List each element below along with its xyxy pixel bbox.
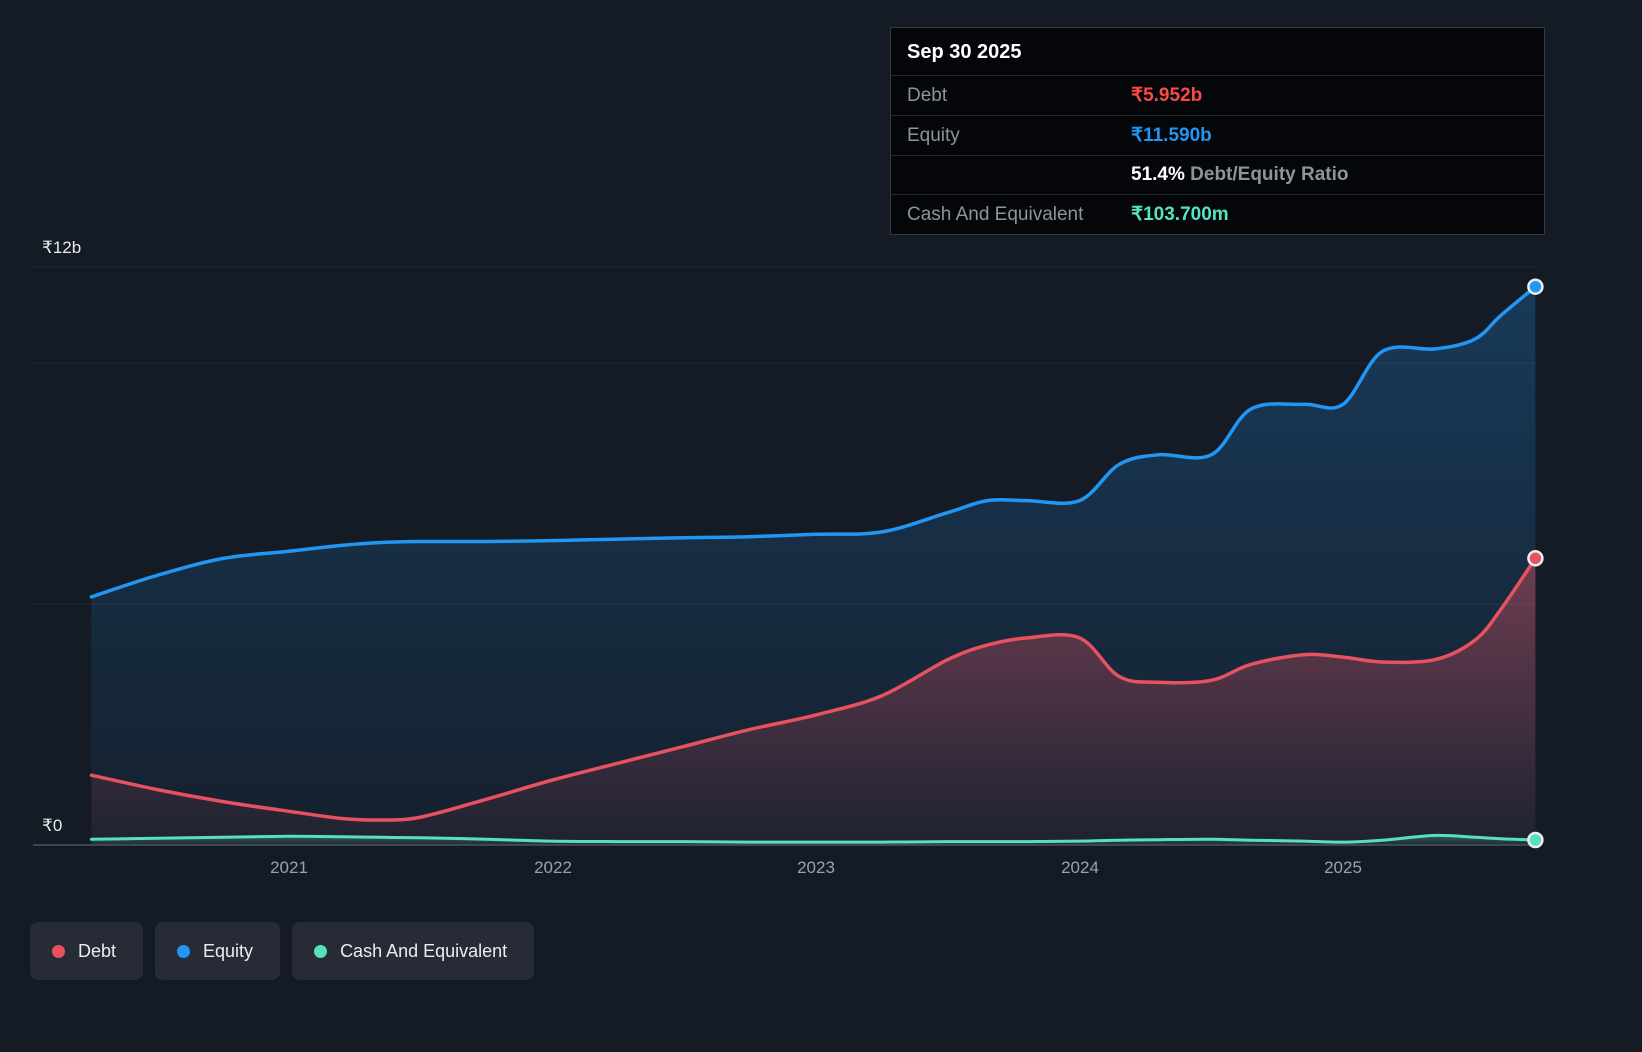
tooltip-row-debt: Debt ₹5.952b <box>891 76 1544 116</box>
cash-legend-dot-icon <box>314 944 328 958</box>
legend-cash-label: Cash And Equivalent <box>340 940 508 961</box>
tooltip-ratio-value: 51.4% Debt/Equity Ratio <box>1131 164 1528 186</box>
x-axis-label-2023: 2023 <box>797 858 835 877</box>
tooltip: Sep 30 2025 Debt ₹5.952b Equity ₹11.590b… <box>890 27 1545 235</box>
x-axis-label-2024: 2024 <box>1061 858 1099 877</box>
legend-cash-button[interactable]: Cash And Equivalent <box>292 922 535 980</box>
tooltip-debt-value: ₹5.952b <box>1131 85 1203 106</box>
tooltip-date: Sep 30 2025 <box>891 28 1544 76</box>
tooltip-row-ratio: 51.4% Debt/Equity Ratio <box>891 156 1544 195</box>
legend-equity-button[interactable]: Equity <box>155 922 281 980</box>
x-axis-label-2021: 2021 <box>270 858 308 877</box>
tooltip-row-equity: Equity ₹11.590b <box>891 116 1544 156</box>
debt-legend-dot-icon <box>52 944 65 958</box>
legend-equity-label: Equity <box>203 940 254 961</box>
equity-legend-dot-icon <box>177 944 191 958</box>
tooltip-equity-value: ₹11.590b <box>1131 125 1212 146</box>
legend: Debt Equity Cash And Equivalent <box>30 922 535 980</box>
tooltip-cash-label: Cash And Equivalent <box>907 203 1084 225</box>
ratio-percent: 51.4% <box>1131 164 1185 185</box>
tooltip-debt-label: Debt <box>907 84 948 106</box>
y-axis-label-0: ₹0 <box>42 816 63 835</box>
tooltip-cash-value: ₹103.700m <box>1131 204 1229 225</box>
x-axis-label-2022: 2022 <box>534 858 572 877</box>
x-axis-label-2025: 2025 <box>1324 858 1362 877</box>
legend-debt-button[interactable]: Debt <box>30 922 144 980</box>
ratio-label: Debt/Equity Ratio <box>1190 164 1349 185</box>
tooltip-row-cash: Cash And Equivalent ₹103.700m <box>891 195 1544 234</box>
tooltip-equity-label: Equity <box>907 124 960 146</box>
y-axis-label-12b: ₹12b <box>42 238 82 257</box>
legend-debt-label: Debt <box>78 940 117 961</box>
